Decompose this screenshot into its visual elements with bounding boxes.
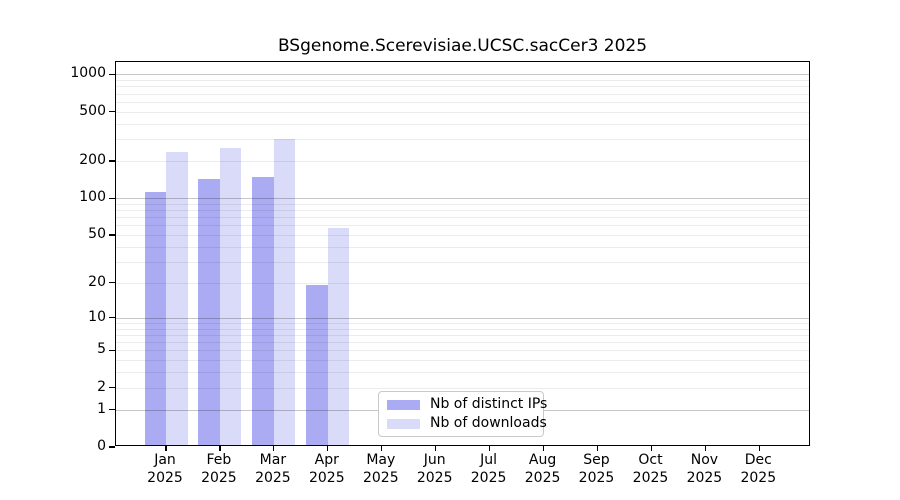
bar-apr-downloads	[327, 228, 350, 445]
x-tick-sep	[596, 445, 599, 451]
gridline-minor-800	[116, 86, 809, 88]
y-tick-2	[109, 387, 115, 389]
legend-label-distinct-ips: Nb of distinct IPs	[430, 396, 548, 412]
year-label: 2025	[632, 469, 669, 486]
bar-feb-distinct-ips	[198, 179, 220, 445]
month-label: Jan	[154, 452, 176, 468]
x-tick-label-jul: Jul 2025	[457, 452, 521, 487]
x-tick-oct	[650, 445, 653, 451]
gridline-minor-500	[116, 111, 809, 113]
month-label: Feb	[206, 452, 232, 468]
bar-jan-downloads	[166, 152, 188, 445]
x-tick-jun	[435, 445, 437, 451]
x-tick-may	[381, 445, 383, 451]
y-tick-label-500: 500	[79, 102, 106, 119]
y-tick-label-20: 20	[88, 273, 106, 290]
x-tick-label-aug: Aug 2025	[511, 452, 575, 487]
month-label: Jun	[423, 452, 446, 468]
bar-mar-downloads	[273, 138, 296, 445]
bar-feb-downloads	[219, 148, 242, 445]
x-tick-mar	[273, 445, 275, 451]
y-tick-1	[109, 409, 115, 411]
gridline-minor-600	[116, 101, 809, 103]
year-label: 2025	[740, 469, 777, 486]
plot-area	[109, 61, 810, 451]
x-tick-label-sep: Sep 2025	[565, 452, 629, 487]
x-tick-label-mar: Mar 2025	[241, 452, 305, 487]
x-tick-label-oct: Oct 2025	[619, 452, 683, 487]
y-tick-500	[109, 111, 115, 113]
bar-mar-distinct-ips	[252, 177, 274, 445]
downloads-swatch-icon	[387, 418, 420, 429]
month-label: Nov	[690, 452, 719, 468]
x-tick-label-jun: Jun 2025	[403, 452, 467, 487]
gridline-minor-700	[116, 93, 809, 95]
year-label: 2025	[147, 469, 183, 486]
year-label: 2025	[416, 469, 453, 486]
gridline-minor-300	[116, 139, 809, 141]
legend-label-downloads: Nb of downloads	[430, 415, 547, 431]
y-tick-10	[109, 317, 115, 319]
gridline-minor-900	[116, 80, 809, 81]
y-tick-label-10: 10	[88, 308, 106, 325]
distinct-ips-swatch-icon	[387, 399, 420, 410]
x-tick-label-apr: Apr 2025	[295, 452, 359, 487]
x-tick-label-may: May 2025	[349, 452, 413, 487]
month-label: Sep	[583, 452, 610, 468]
year-label: 2025	[524, 469, 561, 486]
y-tick-1000	[109, 73, 115, 75]
chart-title: BSgenome.Scerevisiae.UCSC.sacCer3 2025	[277, 36, 648, 56]
year-label: 2025	[201, 469, 237, 486]
y-tick-5	[109, 349, 115, 352]
gridline-minor-400	[116, 123, 809, 125]
y-tick-label-2: 2	[97, 378, 106, 395]
month-label: Aug	[528, 452, 557, 468]
month-label: Apr	[314, 452, 339, 468]
gridline-major-1000	[116, 74, 809, 76]
month-label: Mar	[259, 452, 287, 468]
bar-jan-distinct-ips	[144, 191, 166, 445]
y-tick-label-50: 50	[88, 225, 106, 242]
x-tick-nov	[704, 445, 707, 451]
y-tick-label-1000: 1000	[70, 65, 106, 82]
x-tick-jul	[489, 445, 491, 451]
month-label: May	[366, 452, 396, 468]
x-tick-label-dec: Dec 2025	[726, 452, 790, 487]
y-tick-label-1: 1	[97, 400, 106, 417]
x-tick-dec	[758, 445, 760, 451]
y-tick-label-0: 0	[97, 438, 106, 454]
month-label: Dec	[744, 452, 772, 468]
month-label: Oct	[638, 452, 663, 468]
year-label: 2025	[255, 469, 291, 486]
y-tick-label-100: 100	[79, 189, 106, 206]
x-tick-label-jan: Jan 2025	[133, 452, 197, 487]
year-label: 2025	[578, 469, 615, 486]
x-tick-feb	[219, 445, 221, 451]
legend-row-distinct-ips: Nb of distinct IPs	[387, 397, 547, 412]
year-label: 2025	[308, 469, 345, 486]
y-tick-50	[109, 234, 115, 236]
year-label: 2025	[686, 469, 723, 486]
y-tick-label-5: 5	[97, 341, 106, 358]
x-tick-aug	[542, 445, 545, 451]
legend: Nb of distinct IPs Nb of downloads	[378, 391, 547, 437]
x-tick-apr	[327, 445, 329, 451]
year-label: 2025	[470, 469, 507, 486]
year-label: 2025	[362, 469, 399, 486]
y-tick-0	[109, 446, 115, 448]
x-tick-jan	[165, 445, 167, 451]
legend-row-downloads: Nb of downloads	[387, 416, 547, 431]
y-tick-20	[109, 282, 115, 284]
x-tick-label-nov: Nov 2025	[672, 452, 736, 487]
month-label: Jul	[480, 452, 498, 468]
x-tick-label-feb: Feb 2025	[187, 452, 251, 487]
y-tick-100	[109, 197, 115, 199]
y-tick-label-200: 200	[79, 151, 106, 168]
y-tick-200	[109, 160, 115, 162]
bar-apr-distinct-ips	[306, 284, 328, 445]
